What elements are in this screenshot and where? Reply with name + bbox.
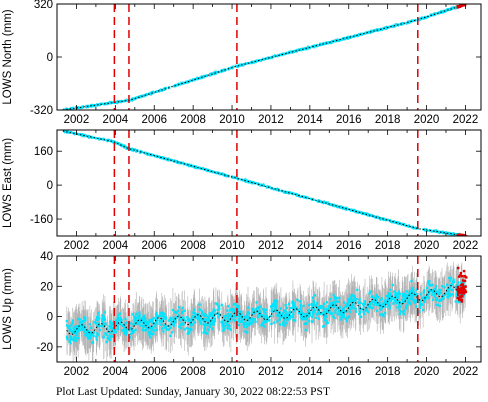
x-tick-label-2-2012: 2012 [258,240,284,252]
panel-2: 2002 2004 2006 2008 2010 2012 2014 2016 2018 2020… [2,129,482,252]
y-tick-label-3-20: 20 [40,281,53,293]
x-tick-label-2-2008: 2008 [180,240,206,252]
y-tick-label-1-320: 320 [34,0,53,11]
x-tick-label-3-2002: 2002 [64,366,90,378]
error-bars-1 [63,4,466,110]
x-tick-label-3-2020: 2020 [414,366,440,378]
x-tick-label-2-2014: 2014 [297,240,323,252]
plot-area-3 [65,261,468,362]
x-tick-label-3-2018: 2018 [375,366,401,378]
footer: Plot Last Updated: Sunday, January 30, 2… [56,386,330,398]
x-tick-label-3-2016: 2016 [336,366,362,378]
y-axis-label-3: LOWS Up (mm) [2,268,14,350]
x-tick-label-1-2014: 2014 [297,114,323,126]
x-tick-label-2-2018: 2018 [375,240,401,252]
x-tick-label-1-2004: 2004 [103,114,129,126]
x-tick-label-3-2008: 2008 [180,366,206,378]
x-tick-label-3-2014: 2014 [297,366,323,378]
y-tick-label-2--160: -160 [30,214,53,226]
y-tick-label-2-0: 0 [47,180,53,192]
x-tick-label-1-2008: 2008 [180,114,206,126]
x-tick-label-1-2010: 2010 [219,114,245,126]
y-tick-label-3--20: -20 [36,342,53,354]
x-tick-label-2-2002: 2002 [64,240,90,252]
footer-label: Plot Last Updated: [56,386,143,398]
model-fit-1 [62,4,466,110]
x-tick-label-1-2018: 2018 [375,114,401,126]
x-tick-label-3-2022: 2022 [453,366,479,378]
x-tick-label-3-2004: 2004 [103,366,129,378]
x-tick-label-1-2022: 2022 [453,114,479,126]
panel-frame-3 [56,255,482,363]
recent-points-1 [456,4,467,9]
y-tick-label-2-160: 160 [34,146,53,158]
footer-value: Sunday, January 30, 2022 08:22:53 PST [145,386,330,398]
x-tick-label-2-2022: 2022 [453,240,479,252]
y-axis-label-2: LOWS East (mm) [2,138,14,228]
y-axis-label-1: LOWS North (mm) [2,9,14,104]
model-fit-2 [62,130,466,236]
x-tick-label-2-2020: 2020 [414,240,440,252]
x-tick-label-1-2002: 2002 [64,114,90,126]
y-tick-label-1--320: -320 [30,105,53,117]
x-tick-label-2-2006: 2006 [141,240,167,252]
observations-1 [62,4,467,110]
y-tick-label-3-0: 0 [47,312,53,324]
y-tick-label-3-40: 40 [40,251,53,263]
recent-points-3 [456,266,468,303]
panel-frame-2 [56,129,482,237]
y-tick-label-1-0: 0 [47,52,53,64]
x-tick-label-2-2016: 2016 [336,240,362,252]
x-tick-label-1-2012: 2012 [258,114,284,126]
x-tick-label-1-2006: 2006 [141,114,167,126]
x-tick-label-1-2020: 2020 [414,114,440,126]
panel-1: 2002 2004 2006 2008 2010 2012 2014 2016 2018 2020… [2,0,482,126]
plot-area-2 [62,130,468,236]
x-tick-label-3-2012: 2012 [258,366,284,378]
x-tick-label-2-2010: 2010 [219,240,245,252]
plot-area-1 [62,4,467,110]
panel-3: 2002 2004 2006 2008 2010 2012 2014 2016 2018 2020… [2,251,482,378]
x-tick-label-1-2016: 2016 [336,114,362,126]
x-tick-label-3-2010: 2010 [219,366,245,378]
x-tick-label-2-2004: 2004 [103,240,129,252]
x-tick-label-3-2006: 2006 [141,366,167,378]
